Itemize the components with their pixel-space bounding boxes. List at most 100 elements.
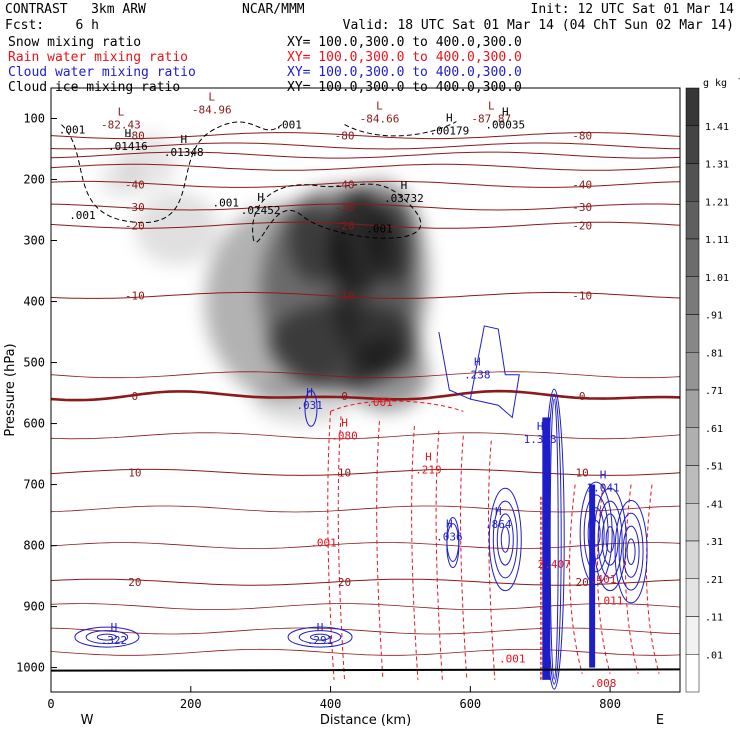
contour-value-label: .011 — [597, 594, 624, 607]
x-tick-label: 400 — [320, 697, 342, 711]
isotherm-label: -40 — [335, 178, 355, 191]
extremum-value: .01416 — [108, 140, 148, 153]
cloud-water-contour — [622, 525, 640, 578]
contour-value-label: .001 — [366, 222, 393, 235]
contour-value-label: .001 — [212, 197, 239, 210]
extremum-marker: L — [208, 90, 215, 103]
extremum-value: -84.66 — [360, 112, 400, 125]
cloud-water-contour — [587, 507, 605, 560]
extremum-value: -87.87 — [471, 112, 511, 125]
colorbar-cell — [685, 578, 700, 617]
isotherm-label: -80 — [125, 130, 145, 143]
extremum-marker: L — [118, 106, 125, 119]
extremum-value: 1.041 — [587, 482, 620, 495]
colorbar-label: 1.41 — [705, 122, 729, 133]
contour-value-label: .001 — [69, 209, 96, 222]
cloud-ice-contours — [61, 121, 457, 243]
cloud-water-contour — [287, 626, 353, 648]
contour-value-label: .008 — [590, 677, 617, 690]
isotherm-label: -30 — [125, 201, 145, 214]
isotherm-label: -10 — [335, 289, 355, 302]
y-tick-label: 500 — [23, 356, 45, 370]
colorbar-unit-exponent: -1 — [737, 74, 740, 83]
isotherm-label: 0 — [132, 390, 139, 403]
rain-contour — [435, 430, 443, 680]
rain-contour — [625, 484, 639, 674]
colorbar-label: .51 — [705, 462, 723, 473]
colorbar-label: .91 — [705, 311, 723, 322]
rain-contour — [327, 411, 335, 680]
colorbar-label: 1.31 — [705, 160, 729, 171]
colorbar-cell — [685, 87, 700, 126]
contour-value-label: .001 — [275, 119, 302, 132]
y-tick-label: 300 — [23, 234, 45, 248]
colorbar-label: .71 — [705, 386, 723, 397]
isotherm-label: -30 — [572, 201, 592, 214]
field-label-cloud-water: Cloud water mixing ratio — [8, 65, 196, 80]
extremum-marker: H — [306, 386, 313, 399]
rain-contour — [569, 484, 583, 674]
extremum-marker: H — [446, 517, 453, 530]
ice-contour — [61, 121, 282, 223]
y-tick-label: 400 — [23, 295, 45, 309]
isotherm--30 — [51, 203, 680, 211]
extremum-marker: H — [537, 420, 544, 433]
cloud-water-contour — [74, 626, 140, 648]
colorbar-cell — [685, 465, 700, 504]
extremum-marker: H — [425, 450, 432, 463]
y-tick-label: 100 — [23, 112, 45, 126]
colorbar-cell — [685, 163, 700, 202]
extremum-value: .864 — [485, 518, 512, 531]
extremum-value: .01348 — [164, 146, 204, 159]
rain-contours — [327, 400, 496, 680]
colorbar-cell — [685, 352, 700, 391]
rain-contour — [337, 416, 346, 680]
contour-value-label: 2.407 — [538, 558, 571, 571]
extremum-value: .03732 — [384, 192, 424, 205]
contour-value-label: .001 — [499, 652, 526, 665]
cloud-water-contour — [496, 513, 514, 566]
isotherm-label: 10 — [576, 466, 589, 479]
isotherm-label: -30 — [335, 201, 355, 214]
isotherm-0 — [51, 389, 680, 402]
model-title: CONTRAST 3km ARW — [5, 2, 146, 17]
isotherm-label: 10 — [338, 466, 351, 479]
cloud-water-contour — [488, 487, 522, 592]
snow-blob — [330, 185, 387, 296]
extremum-marker: H — [180, 133, 187, 146]
isotherm-label: -10 — [572, 289, 592, 302]
x-tick-label: 800 — [599, 697, 621, 711]
extremum-value: -82.43 — [101, 119, 141, 132]
cloud-water-contour — [446, 523, 460, 569]
isotherm--80 — [51, 132, 680, 140]
contour-value-label: .401 — [590, 573, 617, 586]
rain-contour — [411, 425, 419, 680]
y-tick-label: 700 — [23, 478, 45, 492]
west-label: W — [81, 713, 94, 728]
extremum-marker: H — [474, 356, 481, 369]
isotherm-label: 20 — [338, 576, 351, 589]
extremum-marker: H — [341, 417, 348, 430]
cloud-water-contour — [597, 500, 623, 579]
snow-blob — [372, 197, 415, 284]
extremum-value: .00035 — [485, 119, 525, 132]
surface-line — [51, 668, 680, 672]
cloud-water-contour — [583, 494, 609, 573]
cloud-water-contour — [304, 389, 318, 427]
extremum-value: .322 — [101, 634, 128, 647]
colorbar-label: .31 — [705, 537, 723, 548]
snow-blob — [99, 161, 142, 198]
contour-value-label: .001 — [366, 396, 393, 409]
cloud-water-contour — [626, 538, 636, 565]
cloud-water-core — [589, 484, 596, 668]
field-label-snow: Snow mixing ratio — [8, 35, 142, 50]
rain-contour — [645, 484, 660, 674]
forecast-hour: Fcst: 6 h — [5, 18, 99, 33]
colorbar-cell — [685, 427, 700, 466]
isotherm--50 — [51, 163, 680, 171]
cloud-water-contour — [614, 499, 648, 604]
cloud-water-contour — [579, 481, 613, 586]
snow-blob — [344, 338, 429, 412]
colorbar-label: .11 — [705, 613, 723, 624]
cloud-water-contour — [618, 512, 644, 591]
